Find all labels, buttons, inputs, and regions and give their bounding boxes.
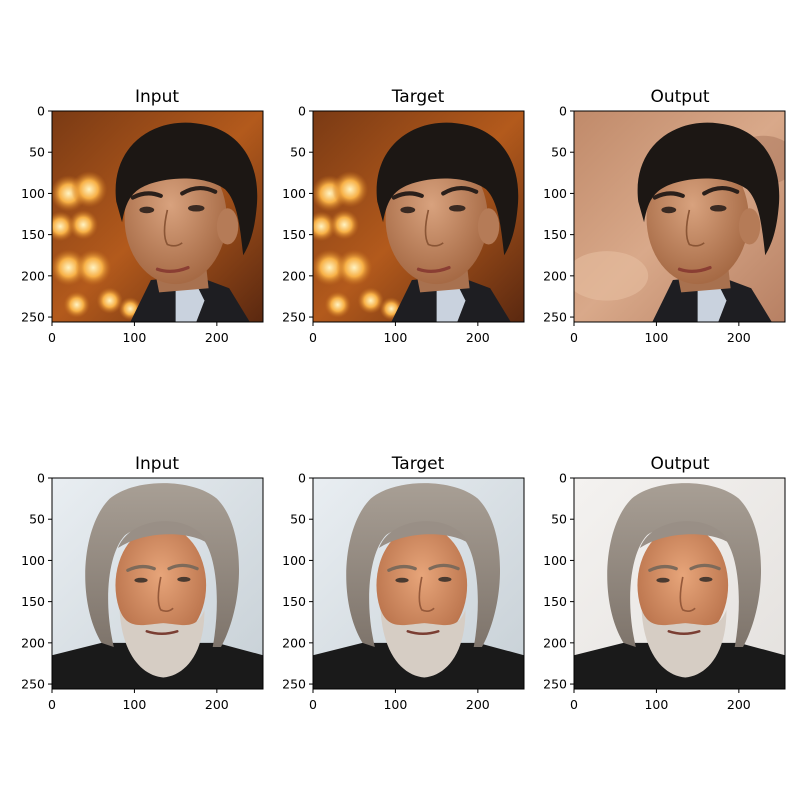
y-tick-label: 0: [37, 471, 45, 486]
portrait-image: [52, 111, 263, 322]
portrait-image: [313, 478, 524, 689]
x-tick-label: 200: [205, 697, 229, 712]
x-tick-label: 100: [644, 330, 668, 345]
y-tick-label: 250: [282, 310, 306, 325]
y-tick-label: 150: [543, 227, 567, 242]
y-tick-label: 0: [559, 471, 567, 486]
x-tick-label: 0: [570, 697, 578, 712]
panel-row2-output: Output: [574, 454, 785, 689]
panel-row1-target: Target: [313, 87, 524, 322]
x-tick-label: 200: [466, 697, 490, 712]
y-tick-label: 100: [21, 553, 45, 568]
y-tick-label: 50: [551, 145, 567, 160]
x-tick-label: 100: [122, 330, 146, 345]
panel-row1-input: Input: [52, 87, 263, 322]
panel-row1-output: Output: [574, 87, 785, 322]
x-tick-label: 200: [727, 330, 751, 345]
panel-row2-target: Target: [313, 454, 524, 689]
y-tick-label: 150: [282, 227, 306, 242]
x-tick-label: 0: [309, 697, 317, 712]
y-tick-label: 200: [21, 635, 45, 650]
y-tick-label: 150: [21, 227, 45, 242]
y-tick-label: 50: [29, 145, 45, 160]
y-tick-label: 0: [37, 104, 45, 119]
y-tick-label: 200: [282, 268, 306, 283]
y-tick-label: 100: [282, 553, 306, 568]
x-tick-label: 0: [48, 697, 56, 712]
y-tick-label: 100: [282, 186, 306, 201]
portrait-image: [574, 111, 785, 322]
x-tick-label: 200: [205, 330, 229, 345]
y-tick-label: 250: [543, 310, 567, 325]
x-tick-label: 100: [383, 330, 407, 345]
panel-title: Input: [135, 454, 179, 474]
portrait-image: [313, 111, 524, 322]
y-tick-label: 50: [29, 512, 45, 527]
y-tick-label: 150: [543, 594, 567, 609]
y-tick-label: 200: [543, 268, 567, 283]
y-tick-label: 100: [21, 186, 45, 201]
x-tick-label: 100: [644, 697, 668, 712]
y-tick-label: 50: [290, 145, 306, 160]
y-tick-label: 0: [298, 471, 306, 486]
y-tick-label: 0: [559, 104, 567, 119]
y-tick-label: 200: [543, 635, 567, 650]
y-tick-label: 250: [21, 310, 45, 325]
x-tick-label: 100: [383, 697, 407, 712]
y-tick-label: 250: [282, 677, 306, 692]
y-tick-label: 200: [21, 268, 45, 283]
panel-title: Output: [650, 454, 709, 474]
axes-frame: [51, 477, 264, 690]
panel-row2-input: Input: [52, 454, 263, 689]
axes-frame: [51, 110, 264, 323]
y-tick-label: 0: [298, 104, 306, 119]
y-tick-label: 100: [543, 553, 567, 568]
y-tick-label: 250: [21, 677, 45, 692]
panel-title: Input: [135, 87, 179, 107]
x-tick-label: 0: [48, 330, 56, 345]
x-tick-label: 200: [727, 697, 751, 712]
panel-title: Target: [391, 454, 445, 474]
panel-title: Output: [650, 87, 709, 107]
y-tick-label: 100: [543, 186, 567, 201]
x-tick-label: 0: [309, 330, 317, 345]
x-tick-label: 200: [466, 330, 490, 345]
portrait-image: [574, 478, 785, 689]
y-tick-label: 200: [282, 635, 306, 650]
y-tick-label: 150: [282, 594, 306, 609]
x-tick-label: 100: [122, 697, 146, 712]
axes-frame: [312, 110, 525, 323]
y-tick-label: 250: [543, 677, 567, 692]
x-tick-label: 0: [570, 330, 578, 345]
axes-frame: [573, 110, 786, 323]
panel-title: Target: [391, 87, 445, 107]
y-tick-label: 50: [290, 512, 306, 527]
y-tick-label: 150: [21, 594, 45, 609]
y-tick-label: 50: [551, 512, 567, 527]
axes-frame: [312, 477, 525, 690]
portrait-image: [52, 478, 263, 689]
axes-frame: [573, 477, 786, 690]
